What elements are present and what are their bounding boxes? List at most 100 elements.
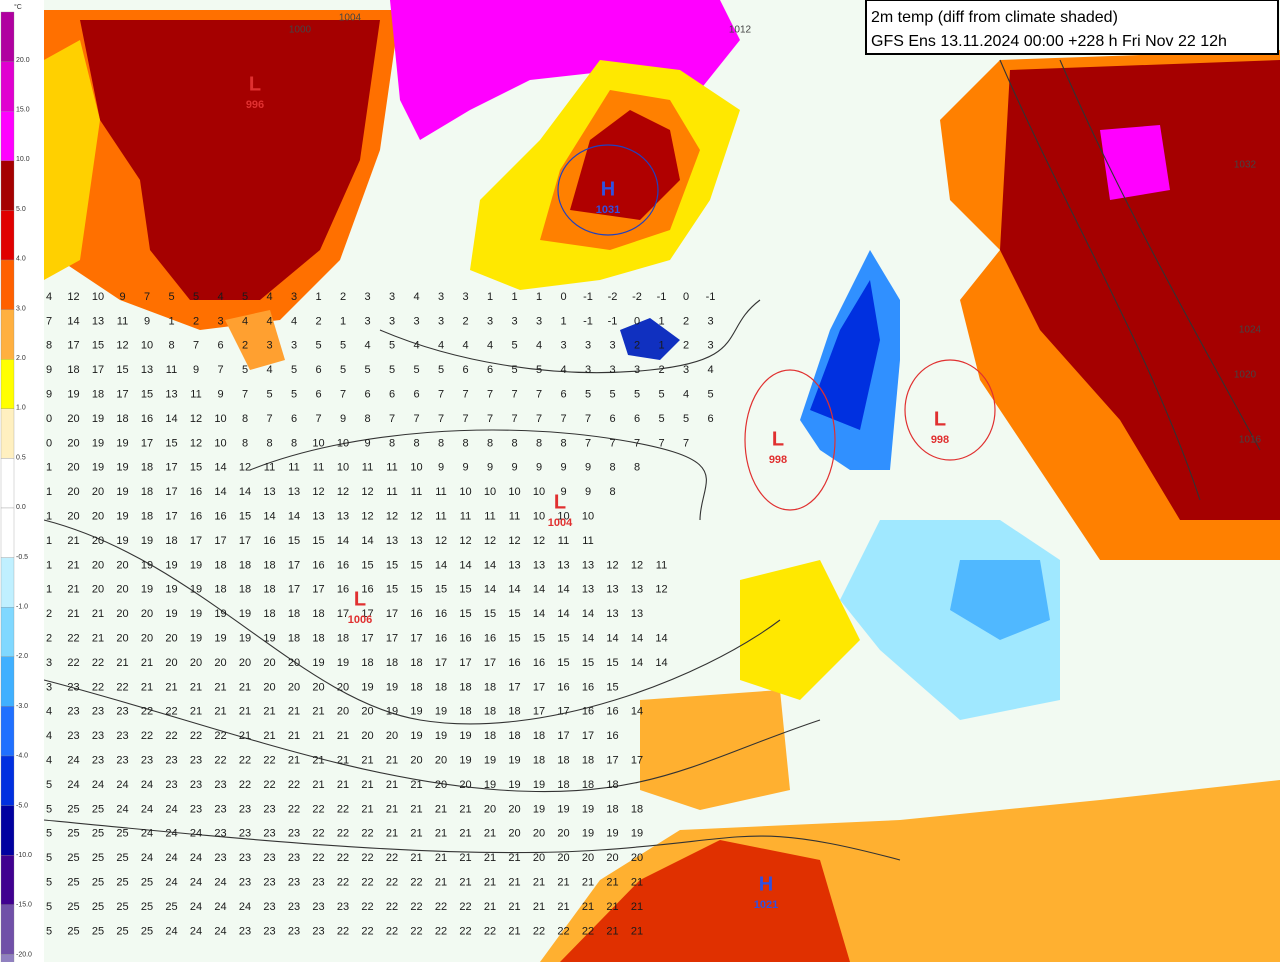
temperature-value: 7 bbox=[487, 389, 493, 401]
legend-label: 0.0 bbox=[16, 504, 26, 511]
temperature-value: 4 bbox=[266, 364, 272, 376]
temperature-value: 19 bbox=[165, 559, 177, 571]
legend-swatch bbox=[0, 259, 15, 310]
temperature-value: 20 bbox=[165, 657, 177, 669]
temperature-value: 19 bbox=[582, 828, 594, 840]
temperature-value: 22 bbox=[141, 706, 153, 718]
temperature-value: 20 bbox=[361, 730, 373, 742]
temperature-value: 25 bbox=[92, 877, 104, 889]
temperature-value: 11 bbox=[558, 535, 569, 547]
temperature-value: 5 bbox=[46, 901, 52, 913]
temperature-value: 12 bbox=[337, 486, 349, 498]
legend-swatch bbox=[0, 954, 15, 967]
temperature-value: 19 bbox=[312, 657, 324, 669]
temperature-value: 21 bbox=[92, 633, 104, 645]
temperature-value: 20 bbox=[312, 681, 324, 693]
temperature-value: 9 bbox=[585, 486, 591, 498]
temperature-value: 21 bbox=[386, 755, 398, 767]
temperature-value: 24 bbox=[165, 803, 177, 815]
legend-label: -3.0 bbox=[16, 703, 28, 710]
temperature-value: 23 bbox=[288, 877, 300, 889]
temperature-value: 17 bbox=[459, 657, 471, 669]
temperature-value: 18 bbox=[263, 608, 275, 620]
temperature-value: 6 bbox=[462, 364, 468, 376]
temperature-value: 18 bbox=[239, 559, 251, 571]
temperature-value: 7 bbox=[634, 437, 640, 449]
temperature-value: 24 bbox=[190, 828, 202, 840]
temperature-value: 16 bbox=[312, 559, 324, 571]
temperature-value: 20 bbox=[116, 633, 128, 645]
temperature-value: 7 bbox=[511, 389, 517, 401]
anomaly-blue bbox=[620, 318, 680, 360]
temperature-value: 13 bbox=[557, 559, 569, 571]
temperature-value: 21 bbox=[508, 877, 520, 889]
temperature-value: 3 bbox=[683, 364, 689, 376]
temperature-value: 23 bbox=[239, 925, 251, 937]
temperature-value: 14 bbox=[631, 657, 643, 669]
temperature-value: -2 bbox=[632, 291, 642, 303]
temperature-value: 12 bbox=[361, 511, 373, 523]
temperature-value: 14 bbox=[435, 559, 447, 571]
pressure-value: 998 bbox=[769, 454, 787, 466]
temperature-value: 21 bbox=[312, 755, 324, 767]
legend-swatch bbox=[0, 557, 15, 608]
temperature-value: 20 bbox=[557, 828, 569, 840]
temperature-value: 5 bbox=[46, 779, 52, 791]
temperature-value: 20 bbox=[337, 681, 349, 693]
temperature-value: 15 bbox=[239, 511, 251, 523]
temperature-value: 23 bbox=[263, 901, 275, 913]
temperature-value: 18 bbox=[141, 511, 153, 523]
temperature-value: 3 bbox=[46, 681, 52, 693]
temperature-value: 18 bbox=[165, 535, 177, 547]
temperature-value: 20 bbox=[508, 828, 520, 840]
temperature-value: 5 bbox=[266, 389, 272, 401]
temperature-value: 15 bbox=[508, 608, 520, 620]
temperature-value: 22 bbox=[337, 852, 349, 864]
temperature-value: 11 bbox=[288, 462, 299, 474]
temperature-value: 7 bbox=[315, 413, 321, 425]
temperature-value: 18 bbox=[337, 633, 349, 645]
temperature-value: 9 bbox=[46, 364, 52, 376]
legend-label: 2.0 bbox=[16, 355, 26, 362]
temperature-value: 20 bbox=[631, 852, 643, 864]
temperature-value: 21 bbox=[435, 803, 447, 815]
anomaly-red bbox=[560, 840, 850, 962]
temperature-value: 2 bbox=[340, 291, 346, 303]
temperature-value: 17 bbox=[435, 657, 447, 669]
temperature-value: 7 bbox=[658, 437, 664, 449]
temperature-value: 22 bbox=[361, 925, 373, 937]
temperature-value: 16 bbox=[533, 657, 545, 669]
anomaly-yellow bbox=[44, 40, 100, 280]
temperature-value: 22 bbox=[435, 925, 447, 937]
temperature-value: 1 bbox=[46, 462, 52, 474]
temperature-value: 22 bbox=[239, 779, 251, 791]
temperature-value: 25 bbox=[141, 901, 153, 913]
temperature-value: 3 bbox=[707, 315, 713, 327]
temperature-value: 15 bbox=[410, 584, 422, 596]
temperature-value: 13 bbox=[92, 315, 104, 327]
temperature-value: 22 bbox=[337, 925, 349, 937]
temperature-value: 21 bbox=[92, 608, 104, 620]
temperature-value: 19 bbox=[190, 559, 202, 571]
temperature-value: 10 bbox=[92, 291, 104, 303]
temperature-value: 8 bbox=[560, 437, 566, 449]
temperature-value: 7 bbox=[217, 364, 223, 376]
temperature-value: 21 bbox=[557, 901, 569, 913]
temperature-value: 8 bbox=[609, 462, 615, 474]
temperature-value: 0 bbox=[46, 413, 52, 425]
temperature-value: 22 bbox=[459, 901, 471, 913]
temperature-value: 16 bbox=[582, 681, 594, 693]
temperature-value: 17 bbox=[165, 511, 177, 523]
temperature-value: 19 bbox=[165, 608, 177, 620]
temperature-value: 23 bbox=[92, 755, 104, 767]
temperature-value: 3 bbox=[389, 291, 395, 303]
temperature-value: 12 bbox=[435, 535, 447, 547]
temperature-value: 23 bbox=[116, 730, 128, 742]
temperature-value: 13 bbox=[582, 584, 594, 596]
temperature-value: 12 bbox=[533, 535, 545, 547]
temperature-value: 22 bbox=[288, 803, 300, 815]
temperature-value: 10 bbox=[533, 486, 545, 498]
temperature-value: 21 bbox=[263, 706, 275, 718]
temperature-value: 5 bbox=[315, 340, 321, 352]
temperature-value: 18 bbox=[141, 486, 153, 498]
